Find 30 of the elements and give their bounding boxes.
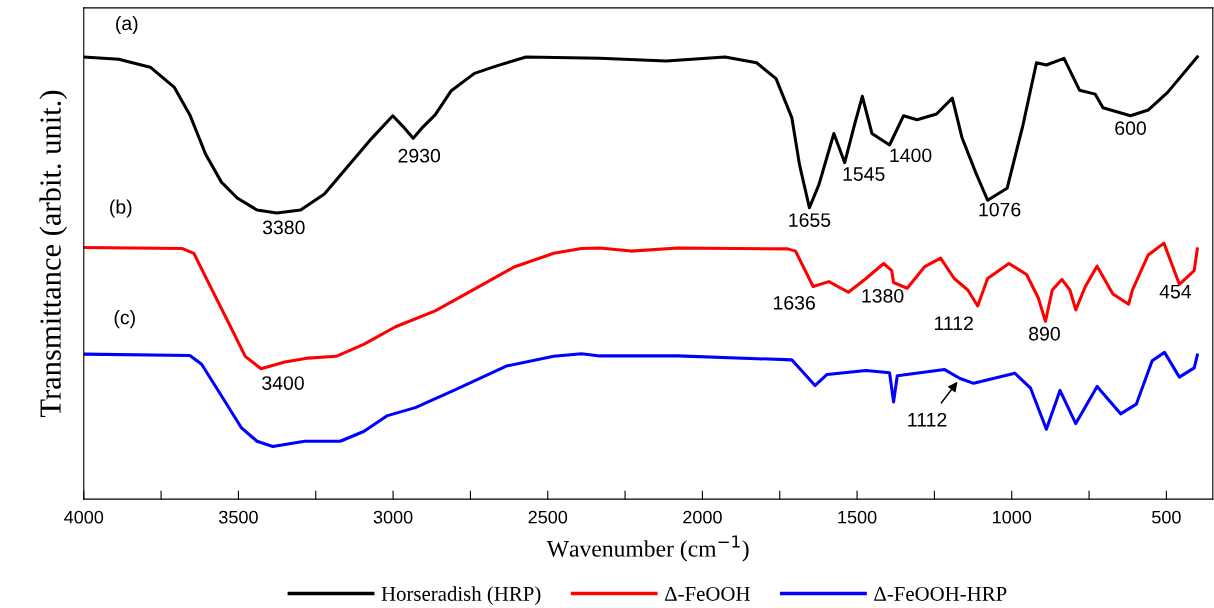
x-tick-label: 2500 [528, 510, 568, 524]
legend-label: Δ-FeOOH-HRP [874, 586, 1007, 601]
legend-label: Horseradish (HRP) [381, 586, 541, 606]
annotation: 1076 [979, 202, 1021, 217]
annotation: (b) [110, 199, 132, 218]
annotation: 1636 [774, 295, 815, 310]
x-tick-label: 4000 [64, 510, 104, 524]
annotation: 1655 [789, 213, 831, 227]
annotation: 600 [1115, 121, 1146, 136]
annotation: 1112 [908, 412, 947, 427]
text: (a) [116, 15, 138, 35]
annotation: 3400 [262, 376, 304, 390]
annotation: 1112 [934, 316, 973, 330]
annotation: 1380 [862, 288, 904, 303]
y-axis-title: Transmittance (arbit. unit.) [39, 90, 68, 418]
x-tick-label: 500 [1152, 510, 1181, 524]
x-tick-label: 1500 [838, 510, 877, 524]
annotation: 2930 [398, 148, 441, 163]
annotation: 890 [1029, 326, 1060, 341]
legend-label: Δ-FeOOH [665, 586, 750, 601]
x-tick-label: 2000 [683, 510, 722, 524]
annotation: (c) [114, 310, 135, 329]
x-axis-title: Wavenumber (cm$^{−1}$) [546, 535, 749, 562]
annotation: 1400 [890, 148, 932, 163]
x-tick-label: 3000 [373, 510, 413, 524]
annotation: 1545 [843, 167, 885, 181]
annotation: 3380 [262, 220, 305, 235]
x-tick-label: 1000 [993, 510, 1032, 524]
annotation: 454 [1159, 284, 1192, 299]
x-tick-label: 3500 [219, 510, 258, 524]
